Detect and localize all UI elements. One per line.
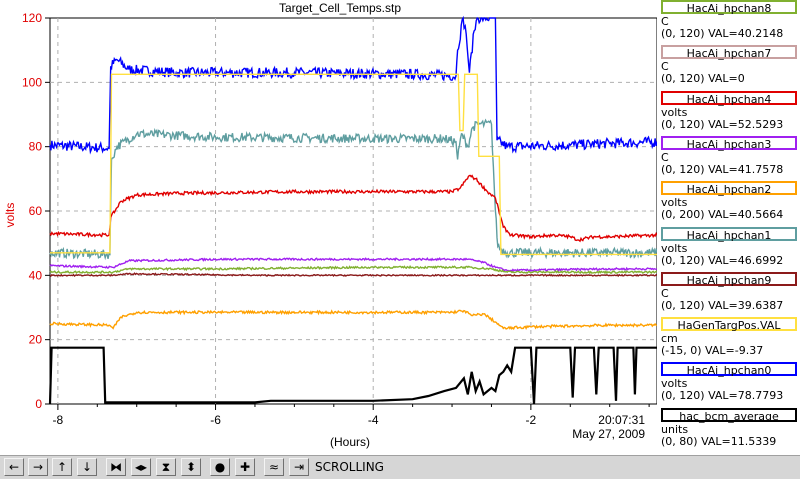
chart-title: Target_Cell_Temps.stp <box>279 1 401 15</box>
y-tick-label: 100 <box>22 75 42 89</box>
legend-entry[interactable]: hac_bcm_average units (0, 80) VAL=11.5339 <box>657 407 800 458</box>
legend-range-value: (0, 120) VAL=52.5293 <box>661 117 784 131</box>
x-axis-label: (Hours) <box>330 435 370 449</box>
legend-unit: cm <box>661 332 678 346</box>
series-line-hacai-hpchan9 <box>49 272 657 278</box>
legend-unit: C <box>661 15 669 28</box>
legend-range-value: (0, 80) VAL=11.5339 <box>661 434 777 448</box>
legend-entry[interactable]: HacAi_hpchan4 volts (0, 120) VAL=52.5293 <box>657 90 800 141</box>
y-tick-label: 60 <box>29 204 43 218</box>
series-line-hac-bcm-average <box>48 346 657 405</box>
series-line-hacai-hpchan0 <box>49 15 657 155</box>
y-tick-label: 20 <box>29 333 43 347</box>
legend-unit: C <box>661 286 669 300</box>
legend-entry[interactable]: HacAi_hpchan1 volts (0, 120) VAL=46.6992 <box>657 226 800 277</box>
legend-name[interactable]: HacAi_hpchan8 <box>661 0 797 15</box>
zoom-out-y-icon: ⬍ <box>185 460 197 474</box>
zoom-out-y-button[interactable]: ⬍ <box>181 458 201 476</box>
legend-range-value: (0, 120) VAL=78.7793 <box>661 389 784 403</box>
reset-button[interactable]: ● <box>210 458 230 476</box>
legend-unit: C <box>661 60 669 74</box>
scroll-mode-label: SCROLLING <box>315 460 384 474</box>
legend-name[interactable]: HacAi_hpchan1 <box>661 226 797 242</box>
y-axis-label: volts <box>3 203 17 228</box>
legend-unit: volts <box>661 241 688 255</box>
scroll-up-button[interactable]: ↑ <box>52 458 72 476</box>
graph-mode-button[interactable]: ≈ <box>264 458 284 476</box>
legend-range-value: (0, 120) VAL=46.6992 <box>661 253 784 267</box>
legend-name[interactable]: HaGenTargPos.VAL <box>661 317 797 332</box>
zoom-out-x-button[interactable]: ◂▸ <box>131 458 151 476</box>
strip-chart[interactable]: Target_Cell_Temps.stp 0 20 40 60 80 100 120 -8… <box>0 0 657 455</box>
y-tick-label: 120 <box>22 11 42 25</box>
legend-entry[interactable]: HaGenTargPos.VAL cm (-15, 0) VAL=-9.37 <box>657 317 800 367</box>
legend-range-value: (0, 120) VAL=40.2148 <box>661 27 784 40</box>
legend-name[interactable]: HacAi_hpchan2 <box>661 181 797 196</box>
legend-unit: C <box>661 150 669 164</box>
y-tick-label: 80 <box>29 140 43 154</box>
legend-range-value: (0, 120) VAL=41.7578 <box>661 162 784 176</box>
arrow-left-icon: ← <box>8 460 20 474</box>
legend-entry[interactable]: HacAi_hpchan8 C (0, 120) VAL=40.2148 <box>657 0 800 50</box>
legend-range-value: (0, 200) VAL=40.5664 <box>661 208 784 222</box>
legend-name[interactable]: HacAi_hpchan0 <box>661 362 797 377</box>
series-line-hacai-hpchan8 <box>49 265 657 275</box>
x-tick-label: -2 <box>526 413 537 427</box>
y-axis: 0 20 40 60 80 100 120 <box>22 11 50 411</box>
legend-name[interactable]: HacAi_hpchan7 <box>661 45 797 60</box>
legend-name[interactable]: HacAi_hpchan9 <box>661 271 797 287</box>
arrow-up-icon: ↑ <box>56 460 68 474</box>
legend-name[interactable]: hac_bcm_average <box>661 407 797 423</box>
timestamp-time: 20:07:31 <box>598 413 645 427</box>
legend-name[interactable]: HacAi_hpchan4 <box>661 90 797 106</box>
legend-unit: volts <box>661 196 688 210</box>
legend-unit: volts <box>661 105 688 119</box>
y-tick-label: 40 <box>29 268 43 282</box>
series-line-hagentargpos-val <box>50 73 657 256</box>
plus-icon: ✚ <box>239 460 251 474</box>
graph-icon: ≈ <box>268 460 280 474</box>
legend-name[interactable]: HacAi_hpchan3 <box>661 135 797 151</box>
zoom-in-x-button[interactable]: ⧓ <box>106 458 126 476</box>
series-group <box>48 15 657 405</box>
x-axis: -8 -6 -4 -2 <box>53 404 650 427</box>
legend-range-value: (-15, 0) VAL=-9.37 <box>661 344 764 358</box>
series-line-hacai-hpchan4 <box>49 174 657 243</box>
legend-entry[interactable]: HacAi_hpchan9 C (0, 120) VAL=39.6387 <box>657 271 800 322</box>
toolbar: SCROLLING ← → ↑ ↓ ⧓ ◂▸ ⧗ ⬍ ● ✚ ≈ ⇥ <box>0 455 800 479</box>
legend-entry[interactable]: HacAi_hpchan0 volts (0, 120) VAL=78.7793 <box>657 362 800 412</box>
legend-unit: units <box>661 422 689 436</box>
legend-unit: volts <box>661 377 688 391</box>
legend-entry[interactable]: HacAi_hpchan7 C (0, 120) VAL=0 <box>657 45 800 95</box>
circle-icon: ● <box>214 460 226 474</box>
x-tick-label: -6 <box>210 413 221 427</box>
legend-range-value: (0, 120) VAL=39.6387 <box>661 298 784 312</box>
legend-range-value: (0, 120) VAL=0 <box>661 72 745 86</box>
timestamp-date: May 27, 2009 <box>572 427 645 441</box>
scroll-left-button[interactable]: ← <box>4 458 24 476</box>
arrow-down-icon: ↓ <box>81 460 93 474</box>
scroll-down-button[interactable]: ↓ <box>77 458 97 476</box>
jump-end-icon: ⇥ <box>293 460 305 474</box>
zoom-in-y-button[interactable]: ⧗ <box>156 458 176 476</box>
x-tick-label: -8 <box>53 413 64 427</box>
x-tick-label: -4 <box>368 413 379 427</box>
zoom-out-x-icon: ◂▸ <box>134 460 148 474</box>
y-tick-label: 0 <box>35 397 42 411</box>
arrow-right-icon: → <box>32 460 44 474</box>
legend-entry[interactable]: HacAi_hpchan2 volts (0, 200) VAL=40.5664 <box>657 181 800 231</box>
series-line-hacai-hpchan2 <box>49 309 657 331</box>
series-line-hacai-hpchan3 <box>49 257 657 273</box>
legend: HacAi_hpchan8 C (0, 120) VAL=40.2148 HacAi_… <box>657 0 800 455</box>
scroll-right-button[interactable]: → <box>28 458 48 476</box>
jump-end-button[interactable]: ⇥ <box>289 458 309 476</box>
zoom-in-x-icon: ⧓ <box>110 460 122 474</box>
legend-entry[interactable]: HacAi_hpchan3 C (0, 120) VAL=41.7578 <box>657 135 800 186</box>
zoom-in-y-icon: ⧗ <box>161 460 171 474</box>
add-button[interactable]: ✚ <box>235 458 255 476</box>
